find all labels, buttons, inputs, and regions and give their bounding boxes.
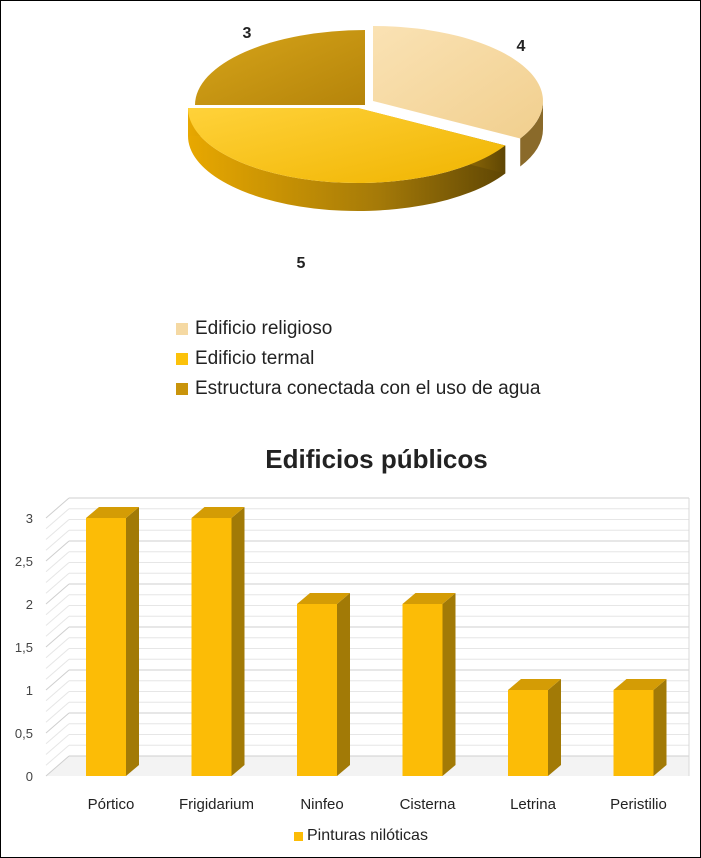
bar-legend: Pinturas nilóticas: [294, 827, 428, 845]
pie-slice-edificio-religioso: [373, 26, 543, 139]
y-tick-label: 1,5: [15, 640, 33, 655]
bar-front: [191, 518, 232, 776]
gridline-diag: [45, 680, 70, 702]
legend-swatch: [294, 831, 303, 841]
gridline-diag: [45, 744, 70, 766]
pie-legend: Edificio religioso Edificio termal Estruct…: [176, 314, 540, 404]
bar-side: [231, 507, 245, 776]
bar-front: [508, 690, 548, 776]
gridline-diag: [45, 519, 70, 540]
y-tick-label: 0,5: [15, 726, 33, 741]
pie-slice-side-edificio-religioso: [520, 101, 543, 167]
bar-portico: [86, 507, 139, 776]
gridline-diag: [45, 626, 70, 648]
gridline-diag: [45, 637, 70, 659]
bar-ninfeo: [297, 593, 350, 776]
gridline-diag: [45, 572, 70, 594]
chart-floor: [46, 756, 689, 776]
bar-cisterna: [402, 593, 456, 776]
bar-side: [442, 593, 456, 776]
bar-top: [508, 679, 561, 690]
gridline-diag: [45, 551, 70, 573]
y-tick-label: 2: [26, 597, 33, 612]
x-category-label: Frigidarium: [179, 796, 254, 813]
pie-data-label: 5: [297, 255, 306, 272]
bar-frigidarium: [191, 507, 245, 776]
pie-data-label: 3: [243, 25, 252, 42]
bar-letrina: [508, 679, 561, 776]
gridline-diag: [45, 605, 70, 626]
legend-label: Edificio religioso: [195, 318, 333, 339]
bar-peristilio: [613, 679, 667, 776]
pie-chart: 4 5 3: [188, 25, 543, 272]
gridline-diag: [45, 540, 70, 562]
gridline-diag: [45, 497, 70, 519]
bar-side: [337, 593, 350, 776]
legend-swatch: [176, 323, 188, 335]
bar-top: [86, 507, 139, 518]
legend-swatch: [176, 353, 188, 365]
gridline-diag: [45, 691, 70, 712]
bar-side: [126, 507, 139, 776]
gridline-diag: [45, 669, 70, 691]
gridline-diag: [45, 755, 70, 777]
bar-front: [402, 604, 443, 776]
legend-label: Estructura conectada con el uso de agua: [195, 378, 541, 399]
bar-front: [86, 518, 126, 776]
bar-front: [297, 604, 337, 776]
bar-side: [548, 679, 561, 776]
legend-item-edificio-termal: Edificio termal: [176, 344, 540, 374]
gridline-diag: [45, 648, 70, 669]
bar-top: [613, 679, 667, 690]
y-tick-label: 3: [26, 511, 33, 526]
pie-slice-side-edificio-termal: [188, 108, 506, 211]
bar-top: [191, 507, 245, 518]
gridline-diag: [45, 723, 70, 745]
x-category-label: Letrina: [510, 796, 557, 813]
legend-swatch: [176, 383, 188, 395]
gridline-diag: [45, 734, 70, 755]
x-category-label: Cisterna: [400, 796, 457, 813]
gridline-diag: [45, 562, 70, 583]
legend-item-estructura-conectada-con-el-uso-de-agua: Estructura conectada con el uso de agua: [176, 374, 540, 404]
gridline-diag: [45, 594, 70, 616]
bar-chart-title: Edificios públicos: [265, 444, 488, 474]
bar-top: [402, 593, 456, 604]
gridline-diag: [45, 701, 70, 723]
pie-slice-edificio-termal: [188, 108, 506, 183]
pie-data-label: 4: [517, 38, 526, 55]
gridline-diag: [45, 712, 70, 734]
pie-slice-estructura-conectada-con-el-uso-de-agua: [195, 30, 365, 105]
x-category-label: Ninfeo: [300, 796, 343, 813]
gridline-diag: [45, 658, 70, 680]
x-category-label: Pórtico: [88, 796, 135, 813]
bar-front: [613, 690, 654, 776]
legend-item-edificio-religioso: Edificio religioso: [176, 314, 540, 344]
legend-label: Pinturas nilóticas: [307, 827, 428, 844]
gridline-diag: [45, 529, 70, 551]
gridline-diag: [45, 583, 70, 605]
gridline-diag: [45, 508, 70, 530]
gridline-diag: [45, 615, 70, 637]
legend-label: Edificio termal: [195, 348, 315, 369]
bar-top: [297, 593, 350, 604]
y-tick-label: 0: [26, 769, 33, 784]
bar-side: [653, 679, 667, 776]
y-tick-label: 2,5: [15, 554, 33, 569]
y-tick-label: 1: [26, 683, 33, 698]
x-category-label: Peristilio: [610, 796, 667, 813]
